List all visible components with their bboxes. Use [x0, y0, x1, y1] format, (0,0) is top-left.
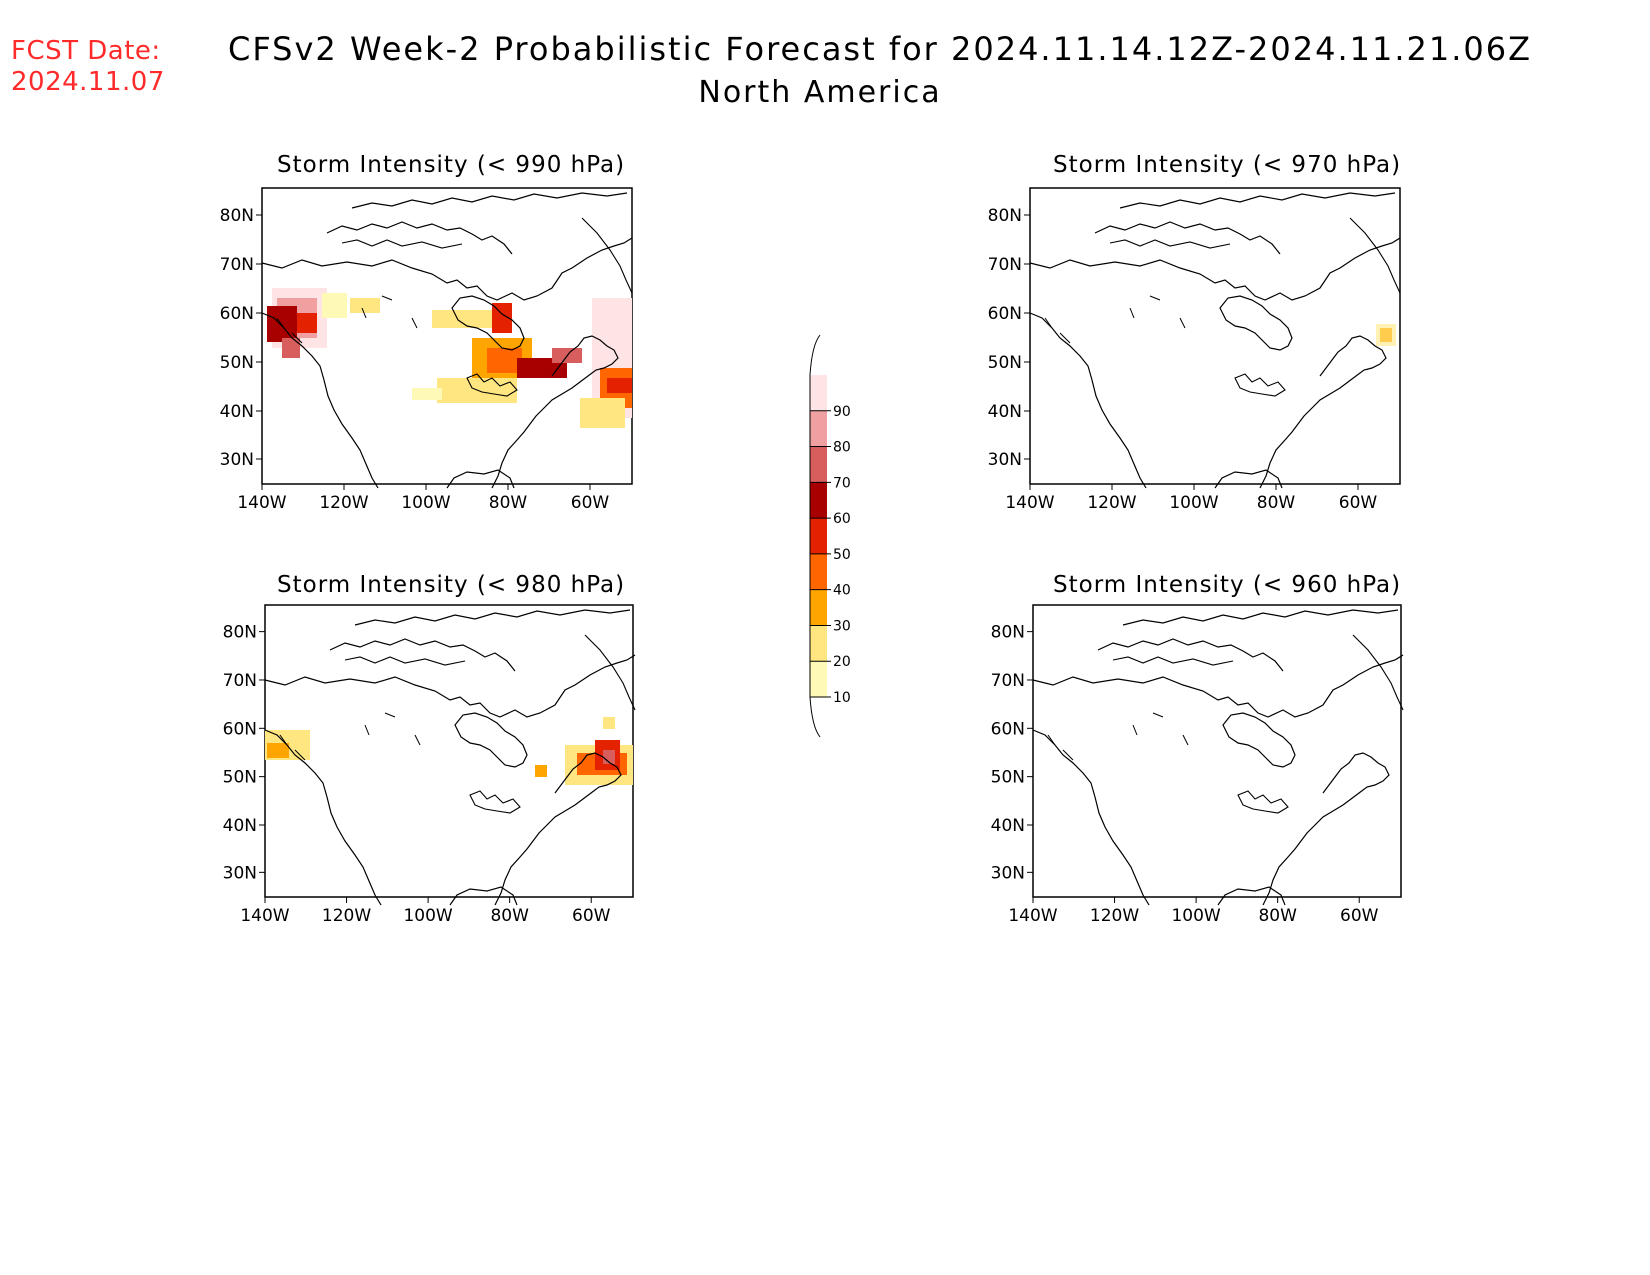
panel-970-map — [1029, 187, 1401, 489]
colorbar-swatch-8 — [810, 410, 827, 447]
panel-980-title: Storm Intensity (< 980 hPa) — [277, 572, 626, 598]
lat-label-970-50N: 50N — [988, 353, 1022, 373]
lat-label-990-40N: 40N — [220, 402, 254, 422]
lon-label-970-140W: 140W — [1005, 493, 1054, 513]
lat-label-990-70N: 70N — [220, 255, 254, 275]
lon-label-960-120W: 120W — [1090, 906, 1139, 926]
lat-label-970-80N: 80N — [988, 206, 1022, 226]
panel-970-title: Storm Intensity (< 970 hPa) — [1053, 152, 1402, 178]
lon-label-980-60W: 60W — [572, 906, 611, 926]
colorbar-swatch-4 — [810, 553, 827, 590]
forecast-date-block: FCST Date: 2024.11.07 — [11, 36, 165, 98]
lon-label-960-60W: 60W — [1340, 906, 1379, 926]
lon-label-970-80W: 80W — [1257, 493, 1296, 513]
lat-label-960-80N: 80N — [991, 623, 1025, 643]
colorbar-label-90: 90 — [833, 404, 851, 420]
lon-label-980-100W: 100W — [403, 906, 452, 926]
lat-label-990-30N: 30N — [220, 450, 254, 470]
lat-label-960-70N: 70N — [991, 671, 1025, 691]
colorbar: 10 20 30 40 50 60 70 80 90 — [809, 334, 851, 738]
lat-label-990-60N: 60N — [220, 304, 254, 324]
lat-label-980-30N: 30N — [223, 863, 257, 883]
lon-label-980-80W: 80W — [490, 906, 529, 926]
fcst-date-value: 2024.11.07 — [11, 67, 165, 97]
colorbar-swatch-3 — [810, 589, 827, 626]
lat-label-970-70N: 70N — [988, 255, 1022, 275]
panel-990-map — [261, 187, 633, 489]
lat-label-960-50N: 50N — [991, 768, 1025, 788]
lat-label-960-30N: 30N — [991, 863, 1025, 883]
colorbar-label-80: 80 — [833, 440, 851, 456]
colorbar-swatch-5 — [810, 518, 827, 554]
lat-label-980-80N: 80N — [223, 623, 257, 643]
lon-label-960-80W: 80W — [1258, 906, 1297, 926]
lat-label-990-80N: 80N — [220, 206, 254, 226]
lon-label-990-120W: 120W — [319, 493, 368, 513]
colorbar-label-70: 70 — [833, 475, 851, 491]
lon-label-970-120W: 120W — [1087, 493, 1136, 513]
lon-label-990-80W: 80W — [489, 493, 528, 513]
lat-label-960-60N: 60N — [991, 719, 1025, 739]
colorbar-label-30: 30 — [833, 618, 851, 634]
colorbar-label-10: 10 — [833, 690, 851, 706]
lon-label-990-60W: 60W — [571, 493, 610, 513]
lon-label-970-100W: 100W — [1169, 493, 1218, 513]
colorbar-swatch-7 — [810, 446, 827, 483]
lon-label-970-60W: 60W — [1339, 493, 1378, 513]
panel-980-map — [264, 604, 636, 906]
lat-label-970-60N: 60N — [988, 304, 1022, 324]
colorbar-label-60: 60 — [833, 511, 851, 527]
lon-label-960-140W: 140W — [1008, 906, 1057, 926]
colorbar-swatch-9 — [810, 375, 827, 411]
map-axes: 80N 70N 60N 50N 40N 30N 140W 120W 100W 80W 60W 80N 7… — [220, 206, 1379, 926]
lon-label-990-140W: 140W — [237, 493, 286, 513]
lat-label-980-60N: 60N — [223, 719, 257, 739]
colorbar-label-40: 40 — [833, 583, 851, 599]
lon-label-980-140W: 140W — [240, 906, 289, 926]
panel-960-title: Storm Intensity (< 960 hPa) — [1053, 572, 1402, 598]
lon-label-960-100W: 100W — [1171, 906, 1220, 926]
colorbar-label-20: 20 — [833, 654, 851, 670]
colorbar-label-50: 50 — [833, 547, 851, 563]
lat-label-980-50N: 50N — [223, 768, 257, 788]
lat-label-980-40N: 40N — [223, 816, 257, 836]
colorbar-swatch-1 — [810, 661, 827, 697]
colorbar-swatch-6 — [810, 482, 827, 519]
lon-label-990-100W: 100W — [401, 493, 450, 513]
page-title: CFSv2 Week-2 Probabilistic Forecast for … — [227, 30, 1533, 68]
lat-label-970-30N: 30N — [988, 450, 1022, 470]
lat-label-960-40N: 40N — [991, 816, 1025, 836]
panel-990-title: Storm Intensity (< 990 hPa) — [277, 152, 626, 178]
lat-label-970-40N: 40N — [988, 402, 1022, 422]
lat-label-990-50N: 50N — [220, 353, 254, 373]
colorbar-swatch-2 — [810, 625, 827, 662]
page-subtitle: North America — [698, 75, 942, 110]
lon-label-980-120W: 120W — [322, 906, 371, 926]
fcst-date-label: FCST Date: — [11, 36, 161, 66]
lat-label-980-70N: 70N — [223, 671, 257, 691]
panel-960-map — [1032, 604, 1404, 906]
